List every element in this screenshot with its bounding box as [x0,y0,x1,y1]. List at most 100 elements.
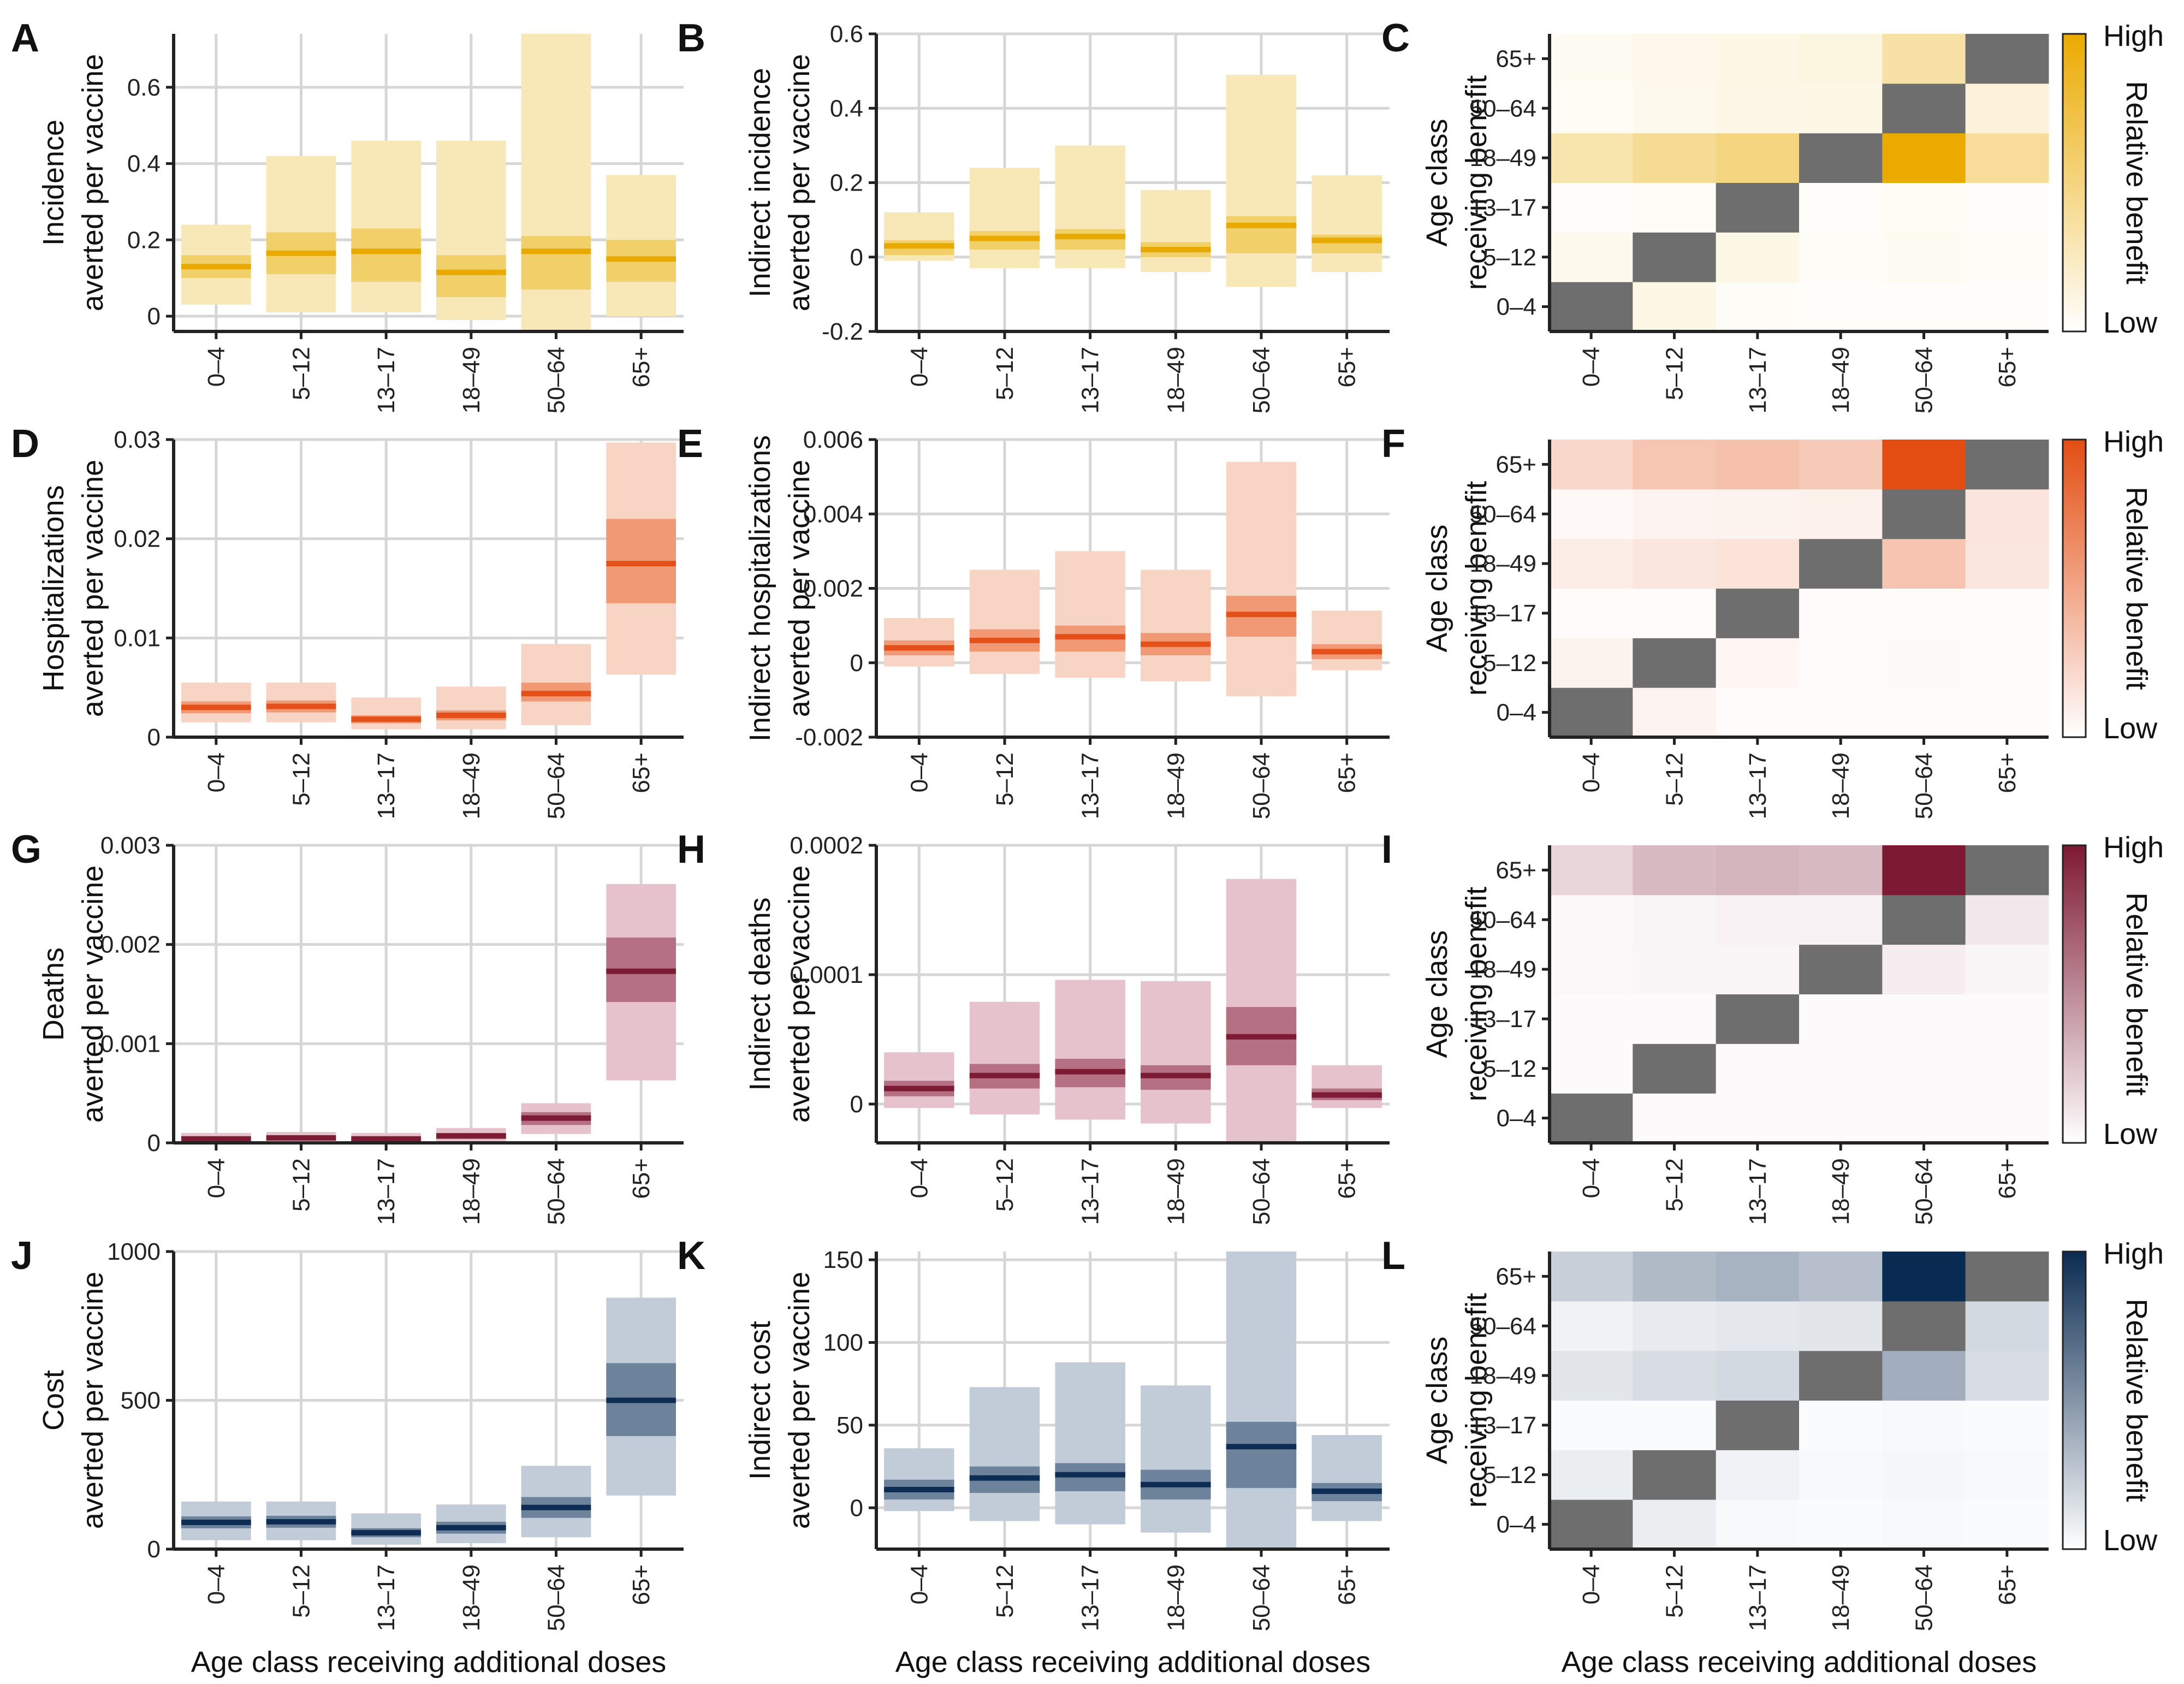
y-tick-label: 150 [823,1247,863,1273]
heatmap-cell [1716,1499,1800,1550]
y-tick-label: 65+ [1495,857,1536,883]
y-axis-label-line: Age class [1421,524,1453,652]
colorbar-low-label: Low [2103,1524,2158,1557]
y-axis-label-line: Hospitalizations [37,485,70,691]
y-tick-label: 0.006 [803,426,863,453]
y-tick-label: 50–64 [1470,95,1536,122]
heatmap-cell [1965,1252,2049,1302]
heatmap-cell [1550,182,1633,233]
x-tick-label: 50–64 [1248,752,1275,819]
heatmap-cell [1799,894,1883,945]
heatmap-cell [1882,1093,1966,1143]
x-tick-label: 18–49 [1162,1158,1189,1225]
heatmap-cell [1965,232,2049,282]
bar-outer-interval [1055,980,1125,1120]
heatmap-cell [1965,1499,2049,1550]
heatmap-cell [1965,845,2049,896]
heatmap-cell [1550,232,1633,282]
colorbar-title: Relative benefit [2120,892,2153,1095]
heatmap-cell [1716,1093,1800,1143]
bar-outer-interval [1141,570,1211,681]
colorbar-high-label: High [2103,425,2164,458]
x-tick-label: 5–12 [1661,1158,1688,1212]
heatmap-cell [1716,687,1800,738]
x-tick-label: 50–64 [543,347,570,413]
panel-letter: D [11,422,39,466]
heatmap-cell [1965,588,2049,638]
x-tick-label: 65+ [1994,1564,2021,1605]
bar-outer-interval [1055,145,1125,269]
y-tick-label: 0–4 [1497,294,1536,321]
heatmap-cell [1799,687,1883,738]
bar-outer-interval [1226,74,1297,287]
y-tick-label: 500 [121,1387,161,1414]
heatmap-cell [1965,538,2049,589]
heatmap-cell [1633,687,1717,738]
colorbar-high-label: High [2103,20,2164,52]
heatmap-cell [1550,83,1633,134]
heatmap-cell [1882,1252,1966,1302]
heatmap-cell [1633,440,1717,490]
heatmap-cell [1550,538,1633,589]
x-tick-label: 5–12 [288,1564,315,1618]
y-tick-label: 13–17 [1470,1412,1536,1439]
heatmap-cell [1550,34,1633,84]
y-axis-label-line: Indirect incidence [744,68,776,297]
y-tick-label: 5–12 [1483,1056,1536,1082]
heatmap-cell [1633,133,1717,183]
heatmap-cell [1882,638,1966,688]
x-axis-label: Age class receiving additional doses [895,1646,1371,1679]
bar-inner-interval [1226,1421,1297,1488]
x-tick-label: 13–17 [373,1158,400,1225]
y-axis-label-line: Cost [37,1370,70,1431]
heatmap-cell [1550,1450,1633,1500]
x-tick-label: 0–4 [1578,1158,1605,1198]
heatmap-cell [1716,489,1800,539]
heatmap-cell [1716,1252,1800,1302]
y-axis-label: Cost averted per vaccine [37,1272,109,1529]
colorbar-low-label: Low [2103,1118,2158,1151]
heatmap-cell [1550,489,1633,539]
x-tick-label: 50–64 [543,1564,570,1631]
y-tick-label: 100 [823,1330,863,1356]
heatmap-cell [1550,638,1633,688]
x-tick-label: 13–17 [1077,1158,1104,1225]
y-axis-label: Age class receiving benefit [1421,481,1493,696]
heatmap-cell [1716,994,1800,1044]
bar-outer-interval [1311,1435,1382,1521]
bar-inner-interval [436,255,506,298]
heatmap-cell [1550,1499,1633,1550]
x-tick-label: 0–4 [906,1564,933,1604]
heatmap-cell [1633,1400,1717,1450]
x-tick-label: 13–17 [1744,1564,1771,1631]
y-tick-label: 13–17 [1470,600,1536,627]
y-tick-label: 65+ [1495,45,1536,72]
x-tick-label: 5–12 [992,1158,1018,1212]
x-tick-label: 65+ [1994,347,2021,388]
heatmap-cell [1799,83,1883,134]
bar-outer-interval [436,686,506,730]
panel-letter: K [677,1234,705,1278]
heatmap-cell [1716,133,1800,183]
x-tick-label: 65+ [628,347,655,388]
x-tick-label: 18–49 [1162,347,1189,413]
heatmap-cell [1633,1350,1717,1401]
heatmap-cell [1716,1043,1800,1094]
heatmap-cell [1550,1350,1633,1401]
colorbar-title: Relative benefit [2120,1298,2153,1502]
panel-letter: F [1381,422,1405,466]
x-tick-label: 0–4 [906,752,933,792]
heatmap-cell [1799,944,1883,994]
heatmap-cell [1799,588,1883,638]
x-tick-label: 65+ [628,752,655,793]
y-tick-label: 65+ [1495,451,1536,478]
heatmap-cell [1633,538,1717,589]
heatmap-cell [1799,638,1883,688]
y-axis-label-line: averted per vaccine [76,865,109,1123]
colorbar [2062,1250,2087,1550]
y-tick-label: 0–4 [1497,699,1536,726]
heatmap-cell [1633,588,1717,638]
panel-e: E Indirect hospitalizations averted per va… [677,422,1390,819]
